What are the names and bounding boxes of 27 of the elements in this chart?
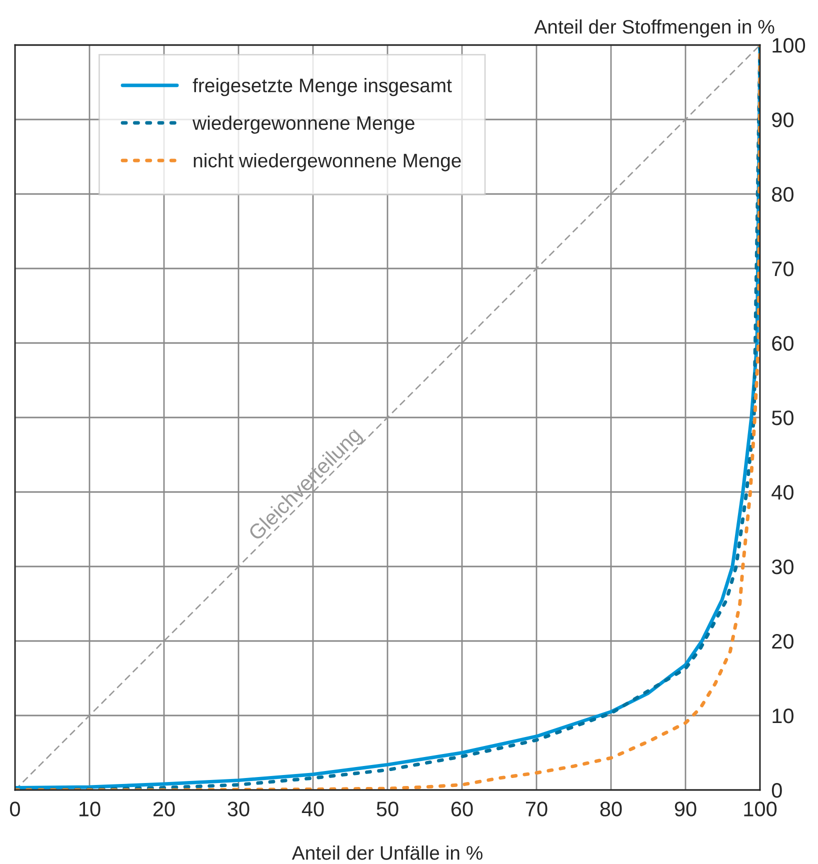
y-tick-label: 70 <box>772 262 794 276</box>
y-tick-label: 100 <box>772 38 806 53</box>
x-tick-label: 70 <box>526 802 548 816</box>
x-tick-label: 10 <box>80 802 100 816</box>
x-axis-title: Anteil der Unfälle in % <box>292 846 482 860</box>
x-tick-label: 100 <box>744 802 777 816</box>
x-tick-label: 50 <box>376 802 398 816</box>
x-tick-label: 40 <box>302 802 324 816</box>
legend-label: nicht wiedergewonnene Menge <box>194 153 461 172</box>
y-axis-title: Anteil der Stoffmengen in % <box>534 19 774 38</box>
y-tick-label: 60 <box>772 336 794 351</box>
legend-label: freigesetzte Menge insgesamt <box>192 78 452 96</box>
y-tick-label: 50 <box>772 410 794 426</box>
y-tick-label: 40 <box>772 485 794 500</box>
x-tick-label: 60 <box>451 802 473 816</box>
x-tick-label: 90 <box>674 802 696 816</box>
y-tick-label: 30 <box>772 560 794 574</box>
y-tick-label: 90 <box>772 112 794 128</box>
y-tick-label: 10 <box>772 708 794 724</box>
x-tick-label: 20 <box>153 802 175 816</box>
y-tick-label: 20 <box>772 634 794 649</box>
y-tick-label: 80 <box>772 187 794 202</box>
x-tick-label: 0 <box>10 802 20 816</box>
x-tick-label: 80 <box>600 802 622 816</box>
legend-label: wiedergewonnene Menge <box>192 116 414 134</box>
y-tick-label: 0 <box>772 783 782 798</box>
x-tick-label: 30 <box>228 802 250 816</box>
